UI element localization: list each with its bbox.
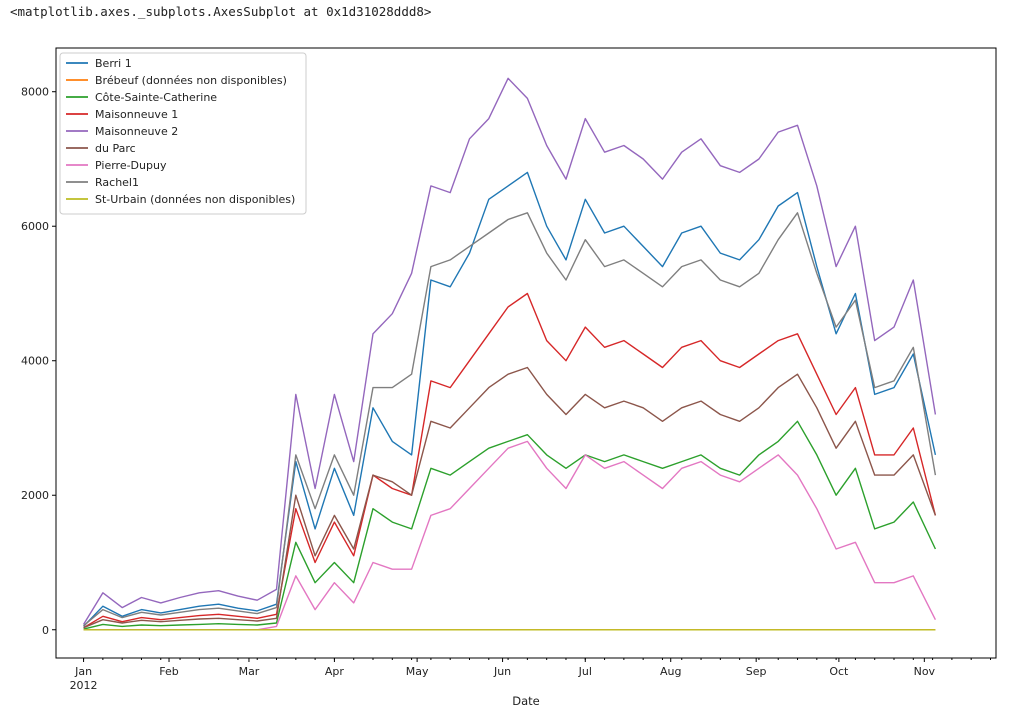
legend-label: du Parc [95,142,136,155]
cell-output-repr: <matplotlib.axes._subplots.AxesSubplot a… [10,4,432,19]
legend-label: Rachel1 [95,176,139,189]
y-tick-label: 4000 [21,355,49,368]
y-tick-label: 8000 [21,86,49,99]
series-layer [83,77,937,631]
x-tick-year-label: 2012 [70,679,98,692]
x-tick-label: Jun [493,665,511,678]
y-axis: 0 2000 4000 6000 8000 [21,86,56,637]
x-tick-label: Aug [660,665,681,678]
legend-label: Pierre-Dupuy [95,159,167,172]
legend: Berri 1 Brébeuf (données non disponibles)… [59,52,307,215]
x-tick-label: Sep [746,665,767,678]
legend-label: Maisonneuve 2 [95,125,178,138]
x-axis-label: Date [512,694,540,708]
series-line-1 [83,171,937,627]
plot-frame [55,47,997,659]
x-tick-label: Feb [159,665,178,678]
series-line-5 [83,77,937,625]
x-tick-label: Nov [914,665,936,678]
legend-label: Berri 1 [95,57,132,70]
x-tick-label: Jul [578,665,592,678]
series-line-3 [83,420,937,630]
legend-label: Brébeuf (données non disponibles) [95,74,287,87]
series-line-4 [83,292,937,629]
y-tick-label: 0 [42,624,49,637]
legend-label: St-Urbain (données non disponibles) [95,193,295,206]
legend-label: Maisonneuve 1 [95,108,178,121]
y-tick-label: 6000 [21,220,49,233]
x-tick-label: Oct [829,665,849,678]
x-tick-label: Apr [325,665,345,678]
legend-box [59,52,307,215]
series-line-6 [83,366,937,629]
x-tick-label: Mar [239,665,260,678]
x-tick-label: Jan [74,665,92,678]
x-tick-label: May [406,665,429,678]
y-tick-label: 2000 [21,489,49,502]
series-line-8 [83,212,937,627]
legend-label: Côte-Sainte-Catherine [95,91,217,104]
